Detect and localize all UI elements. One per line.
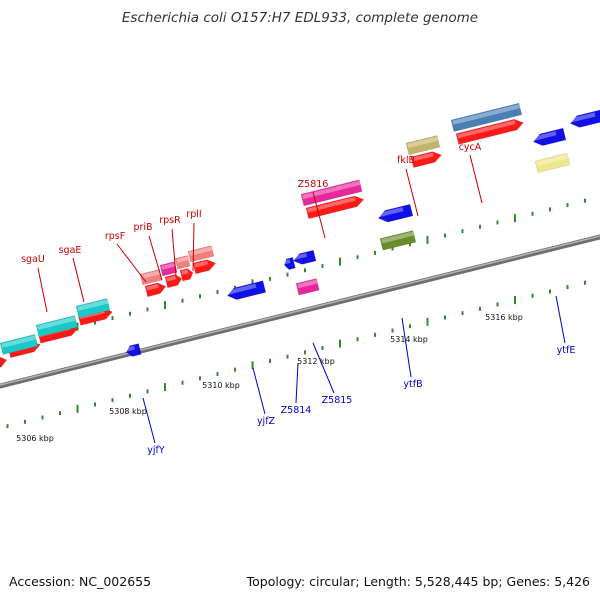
gene-priB [159, 261, 178, 277]
gene-ytfE [534, 152, 571, 174]
genome-summary-text: Topology: circular; Length: 5,528,445 bp… [246, 574, 590, 589]
gene-label-forward: cycA [459, 142, 482, 153]
gene-sgaU [0, 334, 39, 355]
gene-label-forward: rplI [186, 209, 201, 220]
gene-label-reverse: yjfY [147, 445, 165, 456]
gene-fklB [405, 135, 441, 156]
gene-label-reverse: ytfE [557, 345, 576, 356]
gene-rplI [187, 245, 215, 263]
cds-arrow [179, 268, 194, 282]
leader-line [295, 362, 299, 404]
cds-arrow [410, 151, 442, 168]
cds-arrow-reverse [378, 203, 414, 223]
gene-label-reverse: Z5814 [281, 405, 312, 416]
gene-label-forward: sgaU [21, 254, 45, 265]
leader-line [252, 367, 266, 415]
gene-label-forward: rpsF [105, 231, 125, 242]
gene-box [75, 298, 111, 319]
genome-backbone [0, 234, 600, 389]
cds-arrow [455, 119, 524, 145]
gene-label-forward: rpsR [159, 215, 181, 226]
cds-arrow-reverse [533, 127, 567, 146]
cds-arrow [0, 356, 8, 371]
gene-ytfB [379, 230, 417, 251]
gene-label-reverse: ytfB [403, 379, 422, 390]
gene-label-forward: sgaE [59, 245, 82, 256]
leader-line [192, 222, 195, 272]
scale-label: 5308 kbp [109, 407, 147, 416]
leader-line [72, 257, 85, 303]
cds-arrow [164, 274, 183, 289]
accession-text: Accession: NC_002655 [9, 574, 152, 589]
scale-label: 5306 kbp [16, 434, 54, 443]
cds-arrow [144, 282, 167, 297]
gene-rpsR [174, 255, 191, 270]
cds-arrow-reverse [284, 257, 296, 270]
scale-label: 5310 kbp [202, 381, 240, 390]
leader-line [148, 235, 163, 281]
cds-arrow-reverse [126, 343, 142, 357]
scale-label: 5316 kbp [485, 313, 523, 322]
cds-arrow [305, 195, 365, 220]
map-title: Escherichia coli O157:H7 EDL933, complet… [121, 10, 479, 26]
gene-label-forward: priB [133, 222, 152, 233]
cds-arrow-reverse [227, 280, 267, 300]
scale-label: 5312 kbp [297, 357, 335, 366]
leader-line [405, 168, 419, 217]
cds-arrow [192, 259, 217, 275]
gene-label-reverse: Z5815 [322, 395, 353, 406]
gene-label-reverse: yjfZ [257, 416, 276, 427]
gene-sgaE [35, 315, 79, 338]
leader-line [171, 228, 177, 277]
gene-Z5816 [300, 179, 363, 207]
leader-line [312, 342, 335, 394]
leader-line [142, 397, 156, 444]
leader-line [555, 295, 566, 344]
leader-line [312, 191, 326, 239]
leader-line [469, 154, 483, 204]
cds-arrow-reverse [570, 109, 600, 128]
gene-label-forward: fklB [397, 155, 415, 166]
cds-arrow-reverse [292, 249, 317, 265]
gene-cycA [450, 102, 523, 132]
leader-line [401, 317, 412, 378]
leader-line [37, 267, 48, 313]
genome-backbone-highlight [0, 235, 600, 386]
scale-label: 5314 kbp [390, 335, 428, 344]
gene-rpsF [139, 269, 163, 286]
gene-Z5815 [295, 278, 320, 296]
gene-label-forward: Z5816 [298, 179, 329, 190]
leader-line [116, 243, 147, 283]
